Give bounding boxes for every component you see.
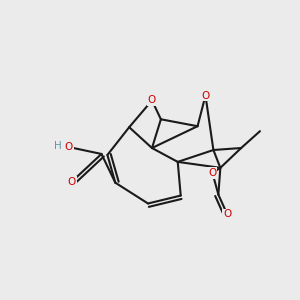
Text: O: O [208,168,217,178]
Text: O: O [64,142,73,152]
Text: O: O [223,209,231,219]
Text: H: H [54,141,62,151]
Text: O: O [68,177,76,187]
Text: O: O [201,91,210,100]
Text: O: O [148,95,156,106]
